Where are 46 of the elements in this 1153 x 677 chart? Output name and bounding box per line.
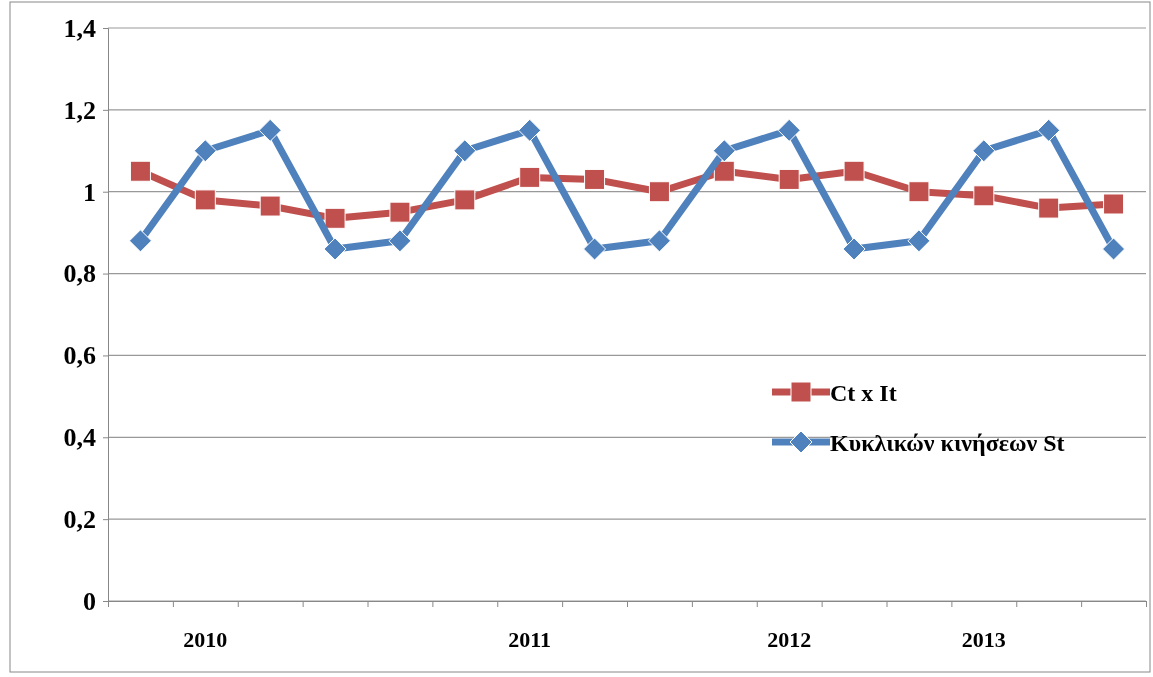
point — [128, 229, 152, 253]
point — [323, 237, 347, 261]
point — [584, 168, 606, 190]
x-tick-label: 2011 — [508, 627, 552, 652]
point — [258, 118, 282, 142]
point — [583, 237, 607, 261]
point — [712, 139, 736, 163]
y-tick-label: 1,2 — [63, 95, 96, 125]
point — [388, 229, 412, 253]
y-tick-label: 0,4 — [63, 423, 96, 453]
point — [647, 229, 671, 253]
point — [129, 160, 151, 182]
point — [1038, 197, 1060, 219]
point — [713, 160, 735, 182]
point — [194, 189, 216, 211]
point — [1102, 237, 1126, 261]
y-tick-label: 0,8 — [63, 259, 96, 289]
point — [908, 181, 930, 203]
legend-label: Κυκλικών κινήσεων St — [830, 430, 1065, 456]
point — [1037, 118, 1061, 142]
point — [777, 118, 801, 142]
point — [778, 168, 800, 190]
y-tick-label: 0 — [83, 586, 96, 616]
point — [648, 181, 670, 203]
point — [389, 201, 411, 223]
y-tick-label: 1 — [83, 177, 96, 207]
point — [324, 207, 346, 229]
x-tick-label: 2010 — [183, 627, 228, 652]
point — [193, 139, 217, 163]
legend-label: Ct x It — [830, 380, 897, 406]
x-tick-label: 2012 — [767, 627, 812, 652]
point — [454, 189, 476, 211]
point — [972, 139, 996, 163]
point — [907, 229, 931, 253]
y-tick-label: 0,6 — [63, 341, 96, 371]
point — [1103, 193, 1125, 215]
point — [519, 166, 541, 188]
point — [518, 118, 542, 142]
x-tick-label: 2013 — [961, 627, 1006, 652]
y-tick-label: 1,4 — [63, 13, 96, 43]
y-tick-label: 0,2 — [63, 504, 96, 534]
point — [973, 185, 995, 207]
point — [259, 195, 281, 217]
point — [843, 160, 865, 182]
point — [453, 139, 477, 163]
point — [842, 237, 866, 261]
